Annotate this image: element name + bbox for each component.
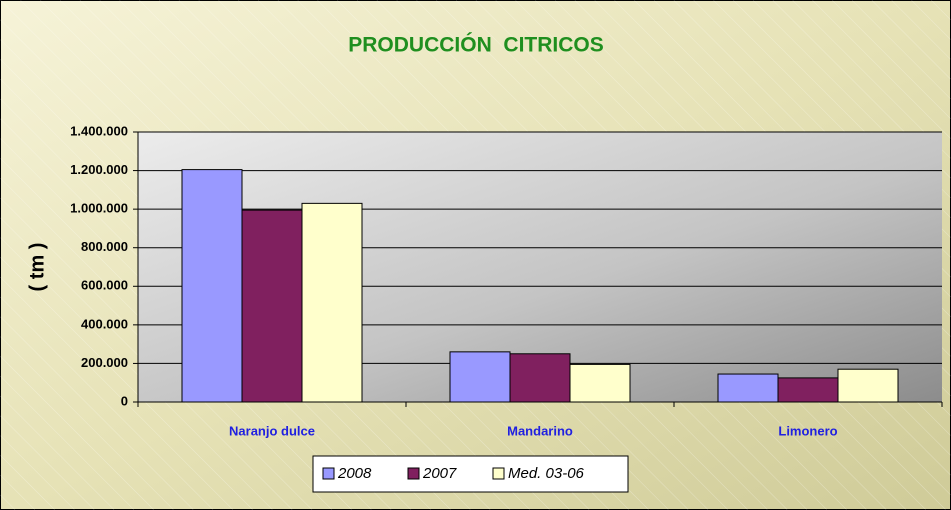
- y-tick-label: 600.000: [81, 278, 128, 293]
- legend-swatch: [407, 467, 420, 480]
- y-tick-label: 0: [121, 393, 128, 408]
- y-tick-label: 1.000.000: [70, 201, 128, 216]
- y-tick-label: 200.000: [81, 355, 128, 370]
- x-tick-label: Naranjo dulce: [229, 423, 315, 438]
- bar: [301, 202, 363, 403]
- x-tick-label: Mandarino: [507, 423, 573, 438]
- bar: [569, 363, 631, 403]
- y-tick-label: 400.000: [81, 316, 128, 331]
- legend-label: 2007: [422, 465, 457, 482]
- legend-label: 2008: [337, 465, 372, 482]
- bar: [241, 209, 303, 403]
- bar: [777, 377, 839, 403]
- legend-label: Med. 03-06: [508, 465, 585, 482]
- legend-swatch: [492, 467, 505, 480]
- y-tick-label: 1.200.000: [70, 162, 128, 177]
- bar: [837, 368, 899, 403]
- y-axis-label: ( tm ): [26, 243, 48, 292]
- legend-swatch: [322, 467, 335, 480]
- x-tick-label: Limonero: [778, 423, 837, 438]
- legend: [312, 455, 629, 493]
- chart-title: PRODUCCIÓN CITRICOS: [348, 33, 604, 57]
- bar: [717, 373, 779, 403]
- bar: [509, 353, 571, 403]
- bar: [449, 351, 511, 403]
- y-tick-label: 1.400.000: [70, 123, 128, 138]
- y-tick-label: 800.000: [81, 239, 128, 254]
- bar: [181, 169, 243, 403]
